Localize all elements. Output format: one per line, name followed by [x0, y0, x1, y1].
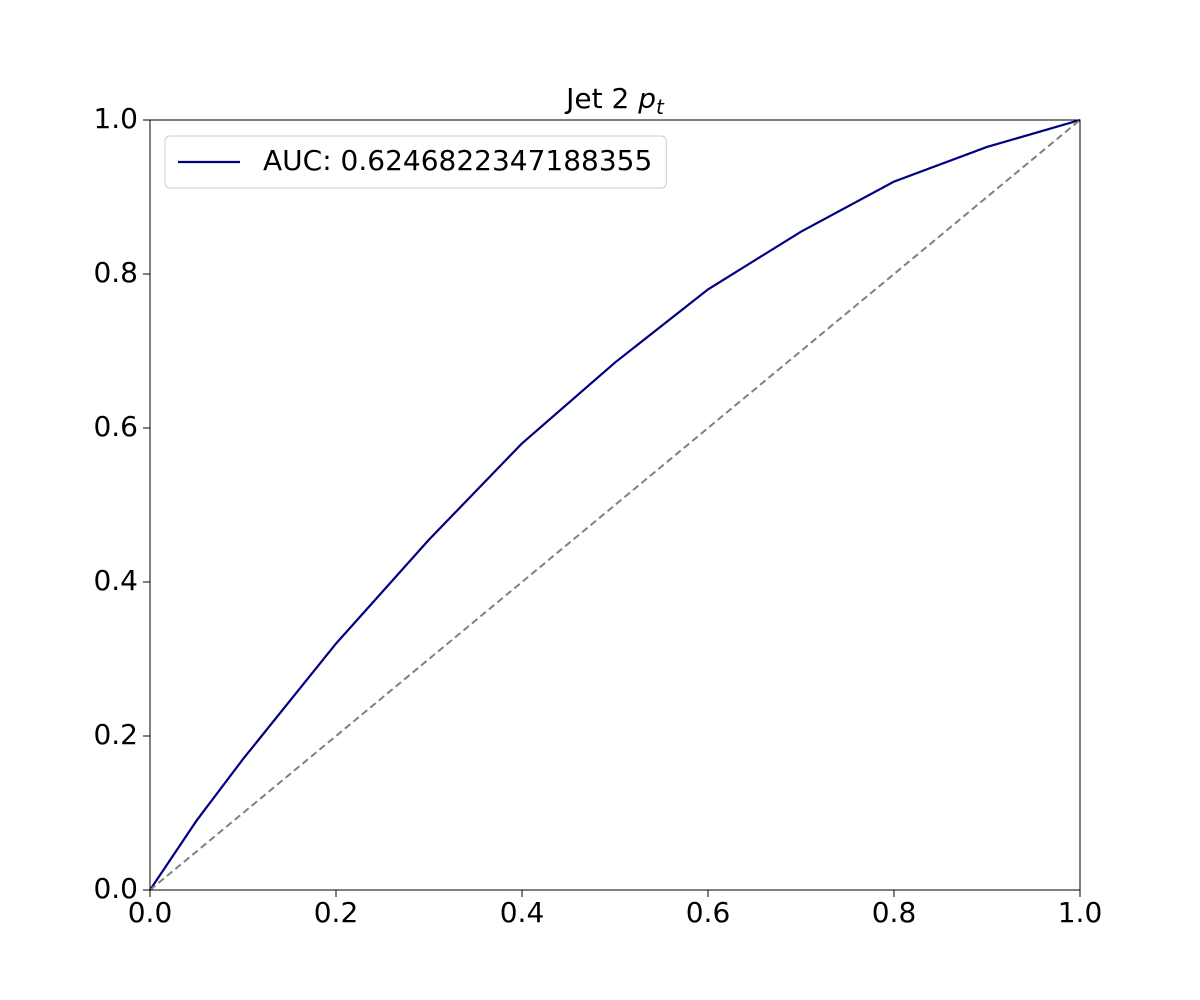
- x-tick-label: 0.8: [872, 896, 917, 929]
- y-tick-label: 0.6: [93, 410, 138, 443]
- x-tick-label: 1.0: [1058, 896, 1103, 929]
- y-tick-label: 0.2: [93, 718, 138, 751]
- series-line: [149, 118, 1081, 891]
- x-tick-label: 0.0: [128, 896, 173, 929]
- legend-label: AUC: 0.6246822347188355: [263, 144, 652, 177]
- series-line: [149, 119, 1081, 891]
- x-tick-label: 0.2: [314, 896, 359, 929]
- legend-box: [164, 135, 667, 189]
- y-tick-label: 0.0: [93, 872, 138, 905]
- plot-frame: [149, 119, 1081, 891]
- x-tick-label: 0.4: [500, 896, 545, 929]
- title-subscript: t: [656, 95, 665, 119]
- y-tick-label: 0.4: [93, 564, 138, 597]
- y-tick-label: 0.8: [93, 256, 138, 289]
- chart-title: Jet 2 pt: [564, 82, 665, 119]
- y-tick-label: 1.0: [93, 102, 138, 135]
- x-tick-label: 0.6: [686, 896, 731, 929]
- title-symbol: p: [637, 82, 656, 115]
- title-text: Jet 2: [564, 82, 629, 115]
